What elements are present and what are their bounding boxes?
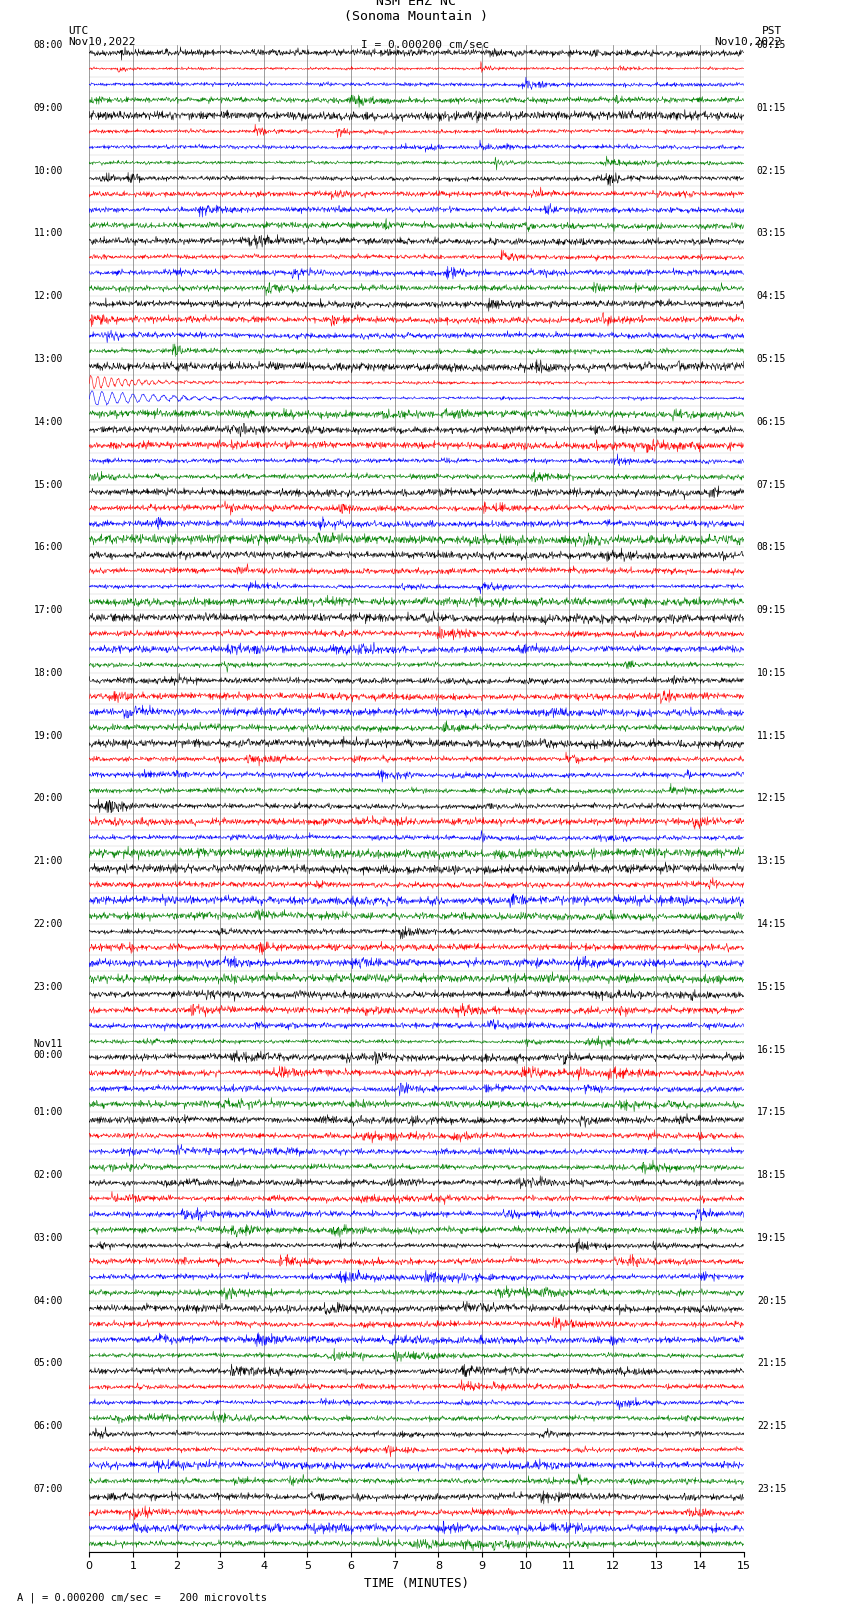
Text: A | = 0.000200 cm/sec =   200 microvolts: A | = 0.000200 cm/sec = 200 microvolts: [17, 1592, 267, 1603]
Text: 00:15: 00:15: [756, 40, 786, 50]
Text: 03:15: 03:15: [756, 229, 786, 239]
Text: 23:15: 23:15: [756, 1484, 786, 1494]
Text: 06:15: 06:15: [756, 416, 786, 427]
Text: 19:00: 19:00: [34, 731, 63, 740]
Text: 23:00: 23:00: [34, 982, 63, 992]
Text: 09:00: 09:00: [34, 103, 63, 113]
Text: 01:00: 01:00: [34, 1107, 63, 1118]
Text: 02:00: 02:00: [34, 1169, 63, 1181]
Text: I = 0.000200 cm/sec: I = 0.000200 cm/sec: [361, 39, 489, 50]
Text: 12:00: 12:00: [34, 292, 63, 302]
Text: 06:00: 06:00: [34, 1421, 63, 1431]
Text: PST
Nov10,2022: PST Nov10,2022: [715, 26, 782, 47]
Text: 13:15: 13:15: [756, 857, 786, 866]
Text: Nov11
00:00: Nov11 00:00: [34, 1039, 63, 1060]
Text: 17:15: 17:15: [756, 1107, 786, 1118]
Text: 04:00: 04:00: [34, 1295, 63, 1305]
Text: 05:15: 05:15: [756, 353, 786, 365]
Text: 20:15: 20:15: [756, 1295, 786, 1305]
Text: 14:00: 14:00: [34, 416, 63, 427]
Text: 16:15: 16:15: [756, 1045, 786, 1055]
Text: 20:00: 20:00: [34, 794, 63, 803]
Text: 22:00: 22:00: [34, 919, 63, 929]
Text: 15:00: 15:00: [34, 479, 63, 490]
Text: 08:15: 08:15: [756, 542, 786, 552]
X-axis label: TIME (MINUTES): TIME (MINUTES): [364, 1578, 469, 1590]
Text: 18:00: 18:00: [34, 668, 63, 677]
Text: 08:00: 08:00: [34, 40, 63, 50]
Text: 18:15: 18:15: [756, 1169, 786, 1181]
Text: 05:00: 05:00: [34, 1358, 63, 1368]
Text: 02:15: 02:15: [756, 166, 786, 176]
Text: 19:15: 19:15: [756, 1232, 786, 1244]
Text: 10:15: 10:15: [756, 668, 786, 677]
Text: 16:00: 16:00: [34, 542, 63, 552]
Text: 13:00: 13:00: [34, 353, 63, 365]
Text: 11:00: 11:00: [34, 229, 63, 239]
Text: 01:15: 01:15: [756, 103, 786, 113]
Text: 03:00: 03:00: [34, 1232, 63, 1244]
Text: UTC
Nov10,2022: UTC Nov10,2022: [68, 26, 135, 47]
Title: NSM EHZ NC
(Sonoma Mountain ): NSM EHZ NC (Sonoma Mountain ): [344, 0, 489, 23]
Text: 14:15: 14:15: [756, 919, 786, 929]
Text: 21:00: 21:00: [34, 857, 63, 866]
Text: 11:15: 11:15: [756, 731, 786, 740]
Text: 04:15: 04:15: [756, 292, 786, 302]
Text: 07:15: 07:15: [756, 479, 786, 490]
Text: 17:00: 17:00: [34, 605, 63, 615]
Text: 09:15: 09:15: [756, 605, 786, 615]
Text: 12:15: 12:15: [756, 794, 786, 803]
Text: 15:15: 15:15: [756, 982, 786, 992]
Text: 10:00: 10:00: [34, 166, 63, 176]
Text: 22:15: 22:15: [756, 1421, 786, 1431]
Text: 21:15: 21:15: [756, 1358, 786, 1368]
Text: 07:00: 07:00: [34, 1484, 63, 1494]
